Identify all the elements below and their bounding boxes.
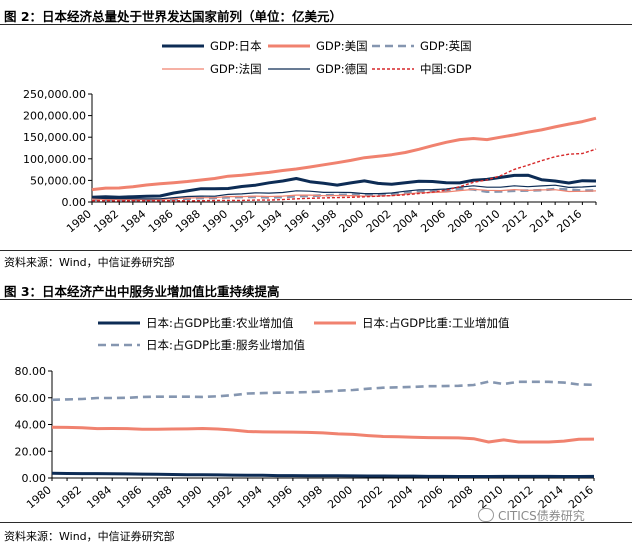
- x-tick-label-6: 1992: [228, 207, 258, 235]
- x-tick-label-6: 1992: [205, 483, 235, 511]
- x-tick-label-13: 2006: [416, 483, 446, 511]
- x-tick-label-2: 1984: [84, 483, 114, 511]
- legend-label-1: 日本:占GDP比重:工业增加值: [362, 316, 510, 330]
- legend-label-0: 日本:占GDP比重:农业增加值: [146, 316, 294, 330]
- legend-label-3: GDP:法国: [210, 62, 262, 76]
- legend-label-5: 中国:GDP: [420, 62, 472, 76]
- series-line-1: [91, 116, 597, 192]
- legend-label-4: GDP:德国: [316, 62, 368, 76]
- x-tick-label-5: 1990: [200, 207, 230, 235]
- y-tick-label-0: 0.00: [22, 472, 47, 485]
- x-tick-label-14: 2008: [446, 207, 476, 235]
- y-tick-label-5: 250,000.00: [23, 88, 86, 101]
- chart1-source: 资料来源：Wind，中信证券研究部: [4, 256, 175, 269]
- y-tick-label-2: 100,000.00: [23, 153, 86, 166]
- x-tick-label-12: 2004: [391, 207, 421, 235]
- y-tick-label-0: 0.00: [62, 196, 87, 209]
- x-tick-label-11: 2002: [355, 483, 385, 511]
- x-tick-label-14: 2008: [446, 483, 476, 511]
- legend-label-2: 日本:占GDP比重:服务业增加值: [146, 338, 305, 352]
- x-tick-label-3: 1986: [146, 207, 176, 235]
- chart1-bottom-rule: [0, 250, 632, 251]
- legend-label-2: GDP:英国: [420, 39, 472, 53]
- wechat-icon: [478, 508, 494, 522]
- chart1-gdp-line-chart: GDP:日本 GDP:美国 GDP:英国 GDP:法国 GDP:德国 中国:GDP 0.00…: [23, 39, 597, 235]
- x-tick-label-4: 1988: [145, 483, 175, 511]
- x-tick-label-10: 2000: [325, 483, 355, 511]
- series-line-5: [92, 148, 597, 202]
- y-tick-label-3: 60.00: [15, 392, 47, 405]
- watermark: CITICS债券研究: [478, 507, 585, 524]
- chart2-source: 资料来源：Wind，中信证券研究部: [4, 530, 175, 543]
- chart1-title-rule: [0, 24, 632, 25]
- y-tick-label-3: 150,000.00: [23, 131, 86, 144]
- series-line-2: [91, 187, 596, 202]
- x-tick-label-1: 1982: [54, 483, 84, 511]
- x-tick-label-8: 1996: [265, 483, 295, 511]
- x-tick-label-17: 2014: [527, 207, 557, 235]
- series-line-0: [91, 173, 597, 199]
- y-tick-label-1: 50,000.00: [30, 174, 86, 187]
- x-tick-label-7: 1994: [255, 207, 285, 235]
- x-tick-label-1: 1982: [91, 207, 121, 235]
- y-tick-label-4: 200,000.00: [23, 110, 86, 123]
- series-line-4: [91, 184, 597, 200]
- y-tick-label-4: 80.00: [15, 365, 47, 378]
- chart1-title: 图 2：日本经济总量处于世界发达国家前列（单位：亿美元）: [4, 9, 343, 24]
- x-tick-label-11: 2002: [364, 207, 394, 235]
- x-tick-label-9: 1998: [295, 483, 325, 511]
- x-tick-label-5: 1990: [175, 483, 205, 511]
- x-tick-label-15: 2010: [473, 207, 503, 235]
- x-tick-label-18: 2016: [555, 207, 585, 235]
- x-tick-label-8: 1996: [282, 207, 312, 235]
- x-tick-label-3: 1986: [114, 483, 144, 511]
- series-line-0: [51, 471, 595, 478]
- x-tick-label-7: 1994: [235, 483, 265, 511]
- x-tick-label-2: 1984: [119, 207, 149, 235]
- x-tick-label-10: 2000: [337, 207, 367, 235]
- chart2-title-rule: [0, 299, 632, 300]
- series-line-1: [51, 425, 595, 444]
- x-tick-label-0: 1980: [24, 483, 54, 511]
- series-line-2: [51, 380, 595, 402]
- legend-label-0: GDP:日本: [210, 39, 262, 53]
- y-tick-label-1: 20.00: [15, 445, 47, 458]
- x-tick-label-16: 2012: [500, 207, 530, 235]
- y-tick-label-2: 40.00: [15, 419, 47, 432]
- x-tick-label-12: 2004: [385, 483, 415, 511]
- chart2-sector-share-line-chart: 日本:占GDP比重:农业增加值 日本:占GDP比重:工业增加值日本:占GDP比重:…: [15, 316, 596, 511]
- legend-label-1: GDP:美国: [316, 39, 368, 53]
- x-tick-label-9: 1998: [309, 207, 339, 235]
- x-tick-label-0: 1980: [64, 207, 94, 235]
- watermark-text: CITICS债券研究: [498, 509, 585, 523]
- x-tick-label-4: 1988: [173, 207, 203, 235]
- x-tick-label-13: 2006: [418, 207, 448, 235]
- series-line-3: [91, 188, 597, 201]
- chart2-title: 图 3：日本经济产出中服务业增加值比重持续提高: [4, 284, 280, 299]
- chart2-bottom-rule: [0, 522, 632, 523]
